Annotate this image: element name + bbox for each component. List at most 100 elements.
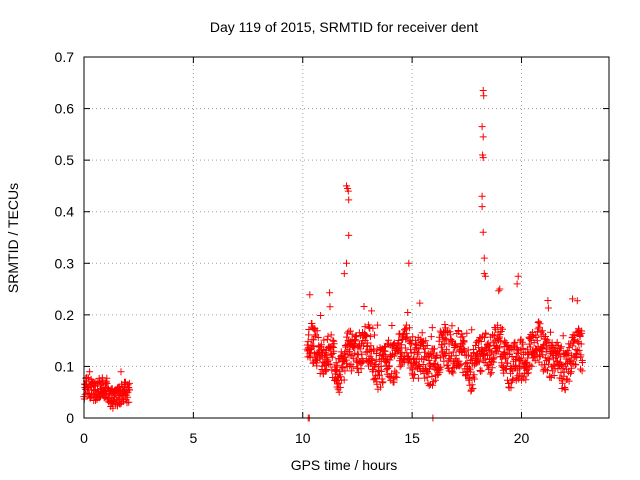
data-point xyxy=(496,331,504,338)
data-point xyxy=(514,272,522,280)
data-point xyxy=(457,360,465,368)
data-point xyxy=(550,372,558,379)
data-point xyxy=(557,343,565,351)
data-point xyxy=(403,330,411,338)
data-point xyxy=(377,368,385,375)
data-point xyxy=(385,336,392,344)
data-point xyxy=(355,369,363,376)
data-point xyxy=(391,373,399,381)
data-point xyxy=(116,400,124,408)
data-point xyxy=(475,358,483,366)
data-point xyxy=(496,344,504,352)
chart-title: Day 119 of 2015, SRMTID for receiver den… xyxy=(210,19,478,35)
data-point xyxy=(323,366,331,373)
data-point xyxy=(412,340,420,348)
data-point xyxy=(535,323,543,331)
data-point xyxy=(566,369,574,377)
data-point xyxy=(415,361,423,369)
data-point xyxy=(488,348,496,356)
data-point xyxy=(478,123,486,131)
data-point xyxy=(578,327,586,335)
data-point xyxy=(538,327,546,335)
data-point xyxy=(431,345,438,353)
data-point xyxy=(324,332,332,340)
data-point xyxy=(498,363,506,371)
data-point xyxy=(481,272,489,280)
data-point xyxy=(325,360,333,368)
data-point xyxy=(347,327,354,335)
data-point xyxy=(343,333,351,341)
data-point xyxy=(557,344,564,352)
data-point xyxy=(361,323,369,331)
data-point xyxy=(366,333,374,341)
data-point xyxy=(414,374,422,382)
data-point xyxy=(383,355,391,363)
data-point xyxy=(542,333,549,340)
data-point xyxy=(578,367,586,375)
data-point xyxy=(507,384,515,392)
data-point xyxy=(401,326,409,334)
data-point xyxy=(389,351,396,358)
data-point xyxy=(396,363,404,371)
data-point xyxy=(528,362,536,370)
data-point xyxy=(531,356,539,364)
data-point xyxy=(311,332,319,340)
data-point xyxy=(367,355,375,363)
data-point xyxy=(577,351,585,359)
data-point xyxy=(310,336,317,344)
data-point xyxy=(346,362,354,370)
data-point xyxy=(333,361,341,369)
data-point xyxy=(340,376,348,384)
data-point xyxy=(125,379,133,387)
data-point xyxy=(441,321,449,328)
data-point xyxy=(513,280,521,288)
data-point xyxy=(428,324,436,332)
data-point xyxy=(429,381,436,389)
data-point xyxy=(419,361,427,368)
data-point xyxy=(349,354,357,362)
data-point xyxy=(573,297,581,305)
data-point xyxy=(511,338,519,346)
data-point xyxy=(337,373,344,381)
data-point xyxy=(468,326,476,334)
data-point xyxy=(322,367,329,375)
data-point xyxy=(341,367,349,375)
data-point xyxy=(326,303,334,311)
data-point xyxy=(568,342,576,350)
data-point xyxy=(440,350,448,358)
data-point xyxy=(363,332,371,339)
data-point xyxy=(480,350,488,358)
data-point xyxy=(395,337,403,344)
data-point xyxy=(345,196,353,204)
data-point xyxy=(477,338,485,345)
data-point xyxy=(340,270,348,278)
data-point xyxy=(86,368,94,376)
data-point xyxy=(365,323,373,331)
data-point xyxy=(553,338,561,346)
data-point xyxy=(436,327,444,335)
data-point xyxy=(496,285,504,293)
data-point xyxy=(479,133,487,141)
data-point xyxy=(405,259,413,267)
data-point xyxy=(490,354,498,362)
data-point xyxy=(516,362,524,370)
data-point xyxy=(356,345,364,353)
data-point xyxy=(425,369,433,377)
data-point xyxy=(579,359,586,366)
data-point xyxy=(577,365,584,373)
data-point xyxy=(402,324,410,332)
data-point xyxy=(375,352,383,359)
data-point xyxy=(409,366,417,374)
data-point xyxy=(126,386,134,394)
data-point xyxy=(479,228,487,236)
data-point xyxy=(523,370,531,378)
data-point xyxy=(344,187,352,195)
data-point xyxy=(369,365,377,373)
y-axis-label: SRMTID / TECUs xyxy=(5,183,21,293)
data-point xyxy=(542,339,550,347)
data-point xyxy=(368,307,376,315)
data-point xyxy=(330,340,338,348)
data-point xyxy=(404,309,412,316)
data-point xyxy=(436,354,444,362)
